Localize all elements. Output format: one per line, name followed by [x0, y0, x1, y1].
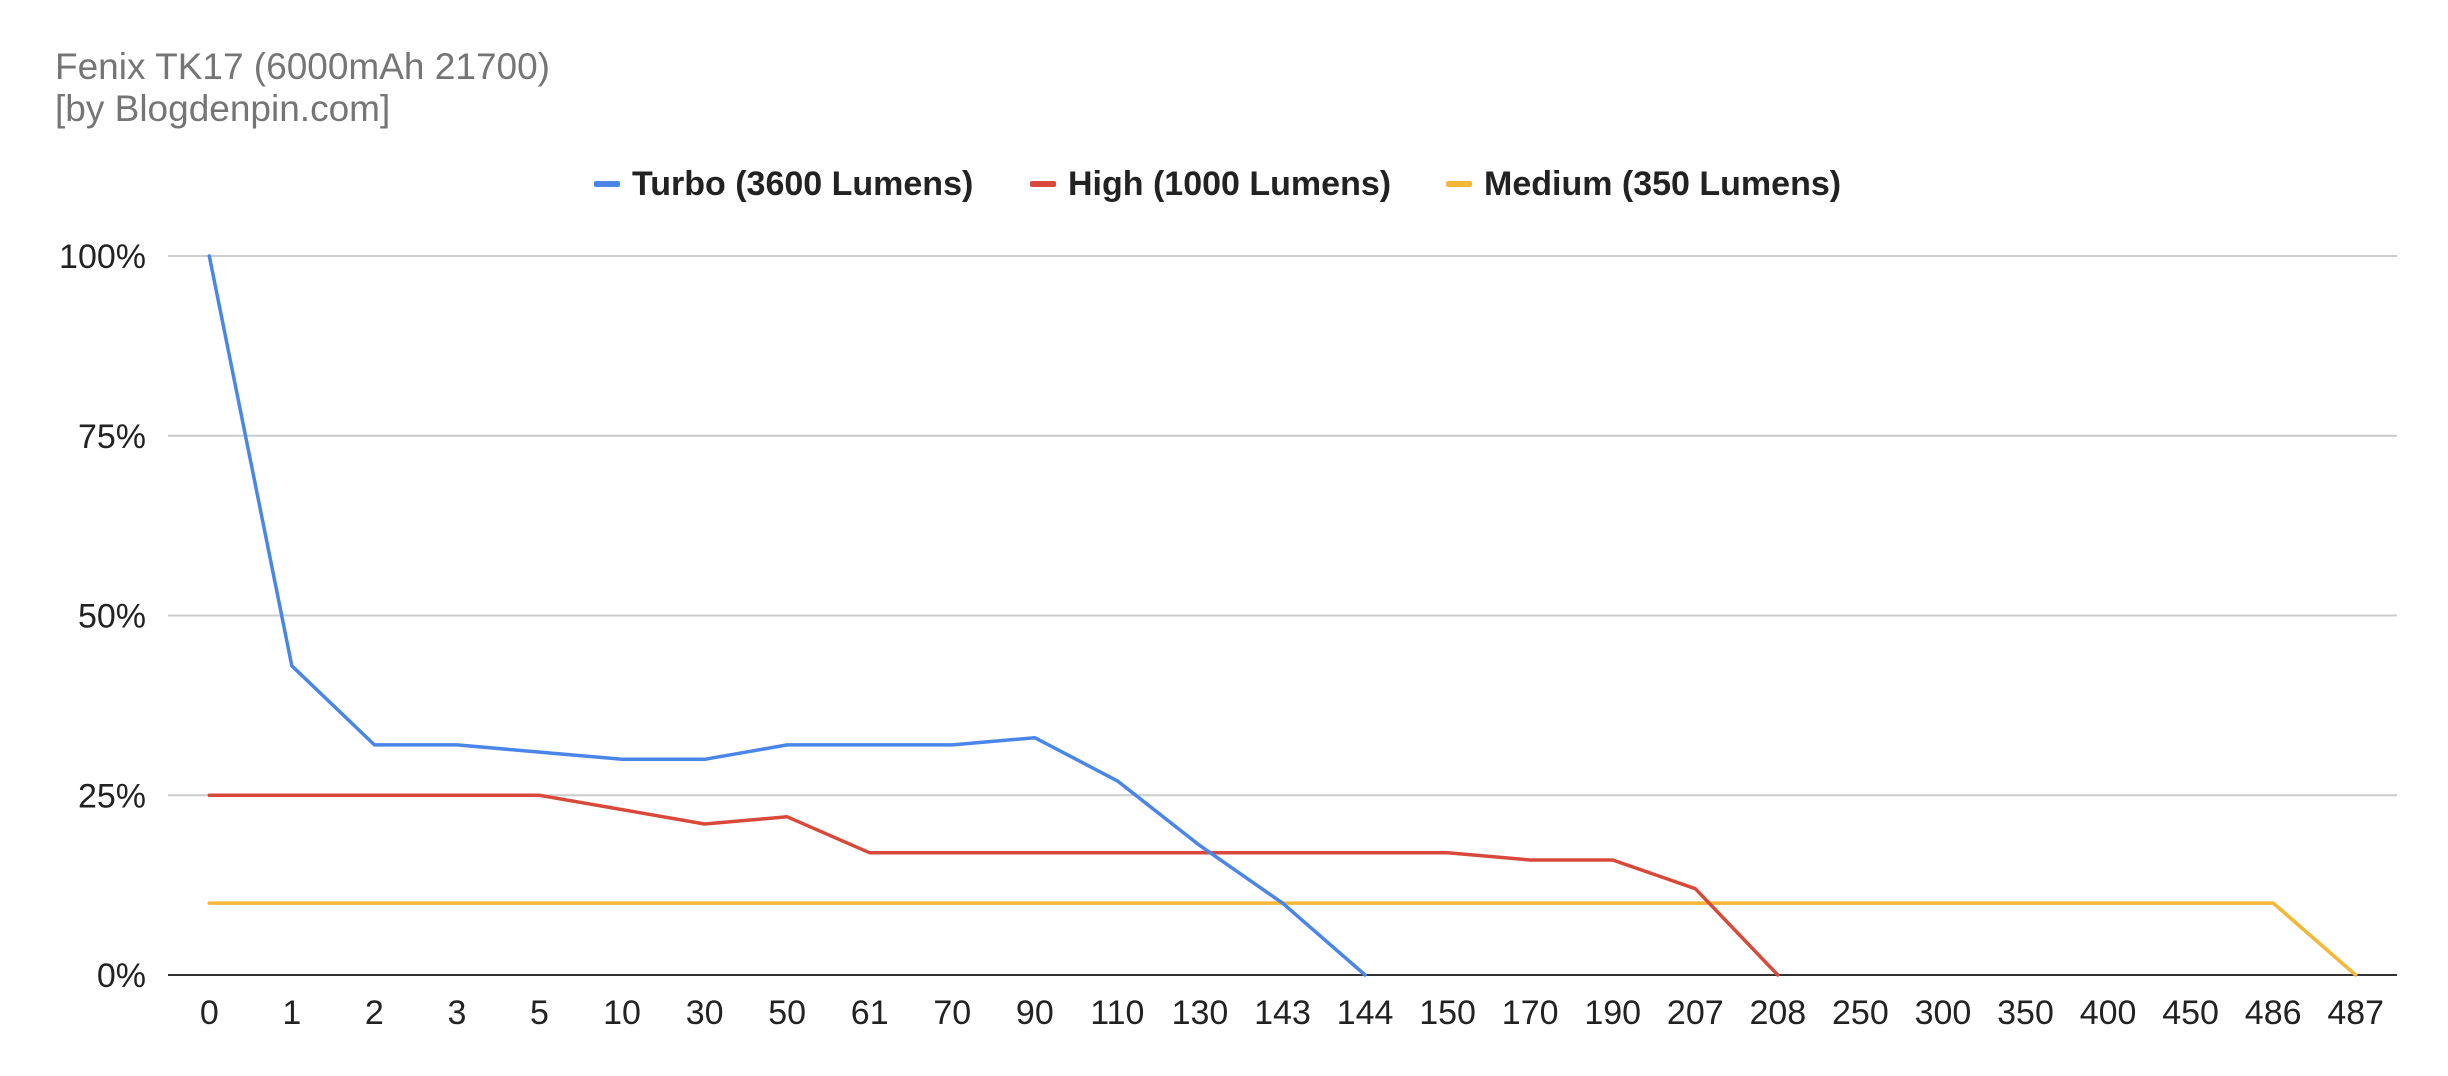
legend-item-high[interactable]: High (1000 Lumens)	[1030, 160, 1391, 208]
series-line-medium	[207, 901, 2358, 977]
x-tick-label: 190	[1584, 994, 1641, 1032]
y-tick-label: 100%	[59, 238, 146, 276]
x-tick-label: 350	[1997, 994, 2054, 1032]
x-tick-label: 208	[1749, 994, 1806, 1032]
x-tick-label: 0	[200, 994, 219, 1032]
x-tick-label: 30	[686, 994, 724, 1032]
x-tick-label: 110	[1090, 994, 1144, 1032]
chart-subtitle: [by Blogdenpin.com]	[55, 88, 391, 129]
chart-title-block: Fenix TK17 (6000mAh 21700) [by Blogdenpi…	[55, 46, 550, 130]
x-tick-label: 170	[1502, 994, 1559, 1032]
x-tick-label: 300	[1915, 994, 1972, 1032]
legend-label-turbo: Turbo (3600 Lumens)	[632, 164, 974, 203]
x-tick-label: 50	[768, 994, 806, 1032]
series-line-turbo	[207, 254, 1367, 977]
x-tick-label: 400	[2080, 994, 2137, 1032]
x-tick-label: 61	[851, 994, 889, 1032]
legend-item-turbo[interactable]: Turbo (3600 Lumens)	[594, 160, 973, 208]
x-tick-label: 130	[1172, 994, 1229, 1032]
legend-item-medium[interactable]: Medium (350 Lumens)	[1446, 160, 1841, 208]
x-tick-label: 250	[1832, 994, 1889, 1032]
x-tick-label: 486	[2245, 994, 2302, 1032]
legend-swatch-turbo	[594, 181, 620, 187]
y-tick-label: 50%	[78, 598, 146, 636]
x-tick-label: 150	[1419, 994, 1476, 1032]
chart-legend: Turbo (3600 Lumens) High (1000 Lumens) M…	[0, 160, 2448, 208]
x-tick-label: 3	[447, 994, 466, 1032]
x-tick-label: 144	[1337, 994, 1394, 1032]
x-tick-label: 1	[282, 994, 301, 1032]
x-tick-label: 143	[1254, 994, 1311, 1032]
y-tick-label: 25%	[78, 777, 146, 815]
x-tick-label: 90	[1016, 994, 1054, 1032]
x-tick-label: 70	[933, 994, 971, 1032]
x-tick-label: 207	[1667, 994, 1724, 1032]
x-tick-label: 10	[603, 994, 641, 1032]
legend-swatch-high	[1030, 181, 1056, 187]
y-tick-label: 75%	[78, 418, 146, 456]
x-tick-label: 450	[2162, 994, 2219, 1032]
x-tick-label: 487	[2327, 994, 2384, 1032]
legend-label-high: High (1000 Lumens)	[1068, 164, 1392, 203]
legend-label-medium: Medium (350 Lumens)	[1484, 164, 1842, 203]
x-tick-label: 2	[365, 994, 384, 1032]
series-line-high	[207, 793, 1780, 977]
x-tick-label: 5	[530, 994, 549, 1032]
chart-title: Fenix TK17 (6000mAh 21700)	[55, 46, 551, 87]
legend-swatch-medium	[1446, 181, 1472, 187]
y-tick-label: 0%	[97, 957, 146, 995]
